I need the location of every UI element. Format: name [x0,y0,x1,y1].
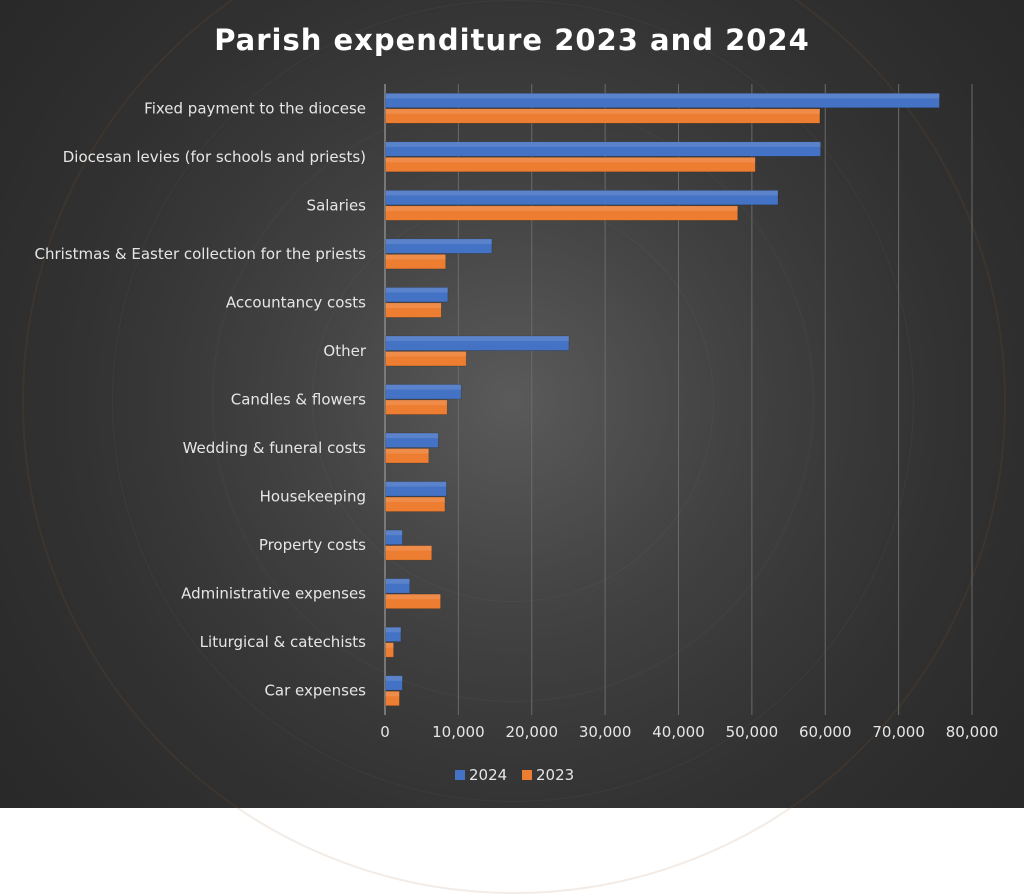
x-tick-label: 80,000 [946,723,999,741]
category-label: Accountancy costs [226,293,366,311]
bar-highlight [385,675,403,681]
category-label: Wedding & funeral costs [183,439,367,457]
bar-highlight [385,335,569,342]
category-label: Car expenses [264,682,366,700]
bar-highlight [385,448,429,454]
bar-2024-5 [385,335,570,351]
legend-swatch-2024 [455,770,465,780]
bar-2023-0 [385,108,821,124]
bar-highlight [385,157,756,163]
bar-2024-3 [385,238,493,254]
bar-2023-3 [385,254,446,270]
x-tick-label: 10,000 [432,723,485,741]
bar-highlight [385,93,940,99]
label-layer: Fixed payment to the diocese Diocesan lev… [34,99,366,699]
bar-2024-6 [385,384,462,400]
legend: 2024 2023 [455,766,574,784]
bar-2024-8 [385,481,447,497]
x-tick-label: 40,000 [652,723,705,741]
category-label: Other [323,342,366,360]
bar-highlight [385,530,403,536]
bar-2024-1 [385,141,821,157]
category-label: Fixed payment to the diocese [144,99,366,117]
bar-2023-6 [385,399,448,415]
bar-highlight [385,205,738,211]
x-tick-label: 70,000 [872,723,925,741]
bar-2024-12 [385,675,403,691]
category-label: Liturgical & catechists [200,633,367,651]
bar-highlight [385,642,394,648]
bar-2023-11 [385,642,394,658]
bar-highlight [385,400,448,406]
legend-label-2023: 2023 [536,766,574,784]
bar-highlight [385,497,445,503]
bar-2024-9 [385,529,403,545]
x-tick-label: 30,000 [579,723,632,741]
bar-2023-12 [385,690,400,707]
bar-2024-11 [385,626,402,642]
bar-highlight [385,594,441,600]
bar-highlight [385,578,410,584]
bar-2023-5 [385,351,467,367]
category-label: Diocesan levies (for schools and priests… [63,148,366,166]
bar-highlight [385,384,462,390]
category-label: Housekeeping [260,488,366,506]
bar-2023-4 [385,302,442,318]
category-label: Salaries [307,196,367,214]
bar-highlight [385,545,432,551]
bar-highlight [385,302,442,308]
grid-layer [384,84,973,715]
bar-2023-8 [385,496,446,512]
category-label: Candles & flowers [231,391,366,409]
tick-layer: 0 10,000 20,000 30,000 40,000 50,000 60,000 70,… [380,723,998,741]
bar-2023-2 [385,205,739,221]
bar-highlight [385,238,492,244]
bar-2023-1 [385,157,756,173]
bar-2023-10 [385,593,441,609]
bar-highlight [385,141,821,147]
bar-2024-0 [385,92,940,109]
bar-layer [385,92,940,707]
bar-highlight [385,287,448,293]
x-tick-label: 60,000 [799,723,852,741]
bar-2023-7 [385,448,430,464]
bar-2024-2 [385,190,779,206]
category-label: Christmas & Easter collection for the pr… [34,245,366,263]
bar-highlight [385,190,779,196]
x-tick-label: 20,000 [506,723,559,741]
bar-highlight [385,108,820,114]
category-label: Administrative expenses [181,585,366,603]
bar-2024-10 [385,578,411,594]
legend-label-2024: 2024 [469,766,507,784]
bar-highlight [385,691,400,697]
chart-title: Parish expenditure 2023 and 2024 [214,23,810,57]
bar-2024-4 [385,287,449,303]
bar-2023-9 [385,545,433,561]
chart-svg: Parish expenditure 2023 and 2024 Fixed p… [34,23,999,784]
bar-highlight [385,481,447,487]
x-tick-label: 50,000 [726,723,779,741]
category-label: Property costs [259,536,366,554]
bar-2024-7 [385,432,439,448]
bar-highlight [385,351,467,357]
x-tick-label: 0 [380,723,390,741]
bar-highlight [385,627,401,633]
bar-highlight [385,254,446,260]
legend-swatch-2023 [522,770,532,780]
bar-highlight [385,433,439,439]
